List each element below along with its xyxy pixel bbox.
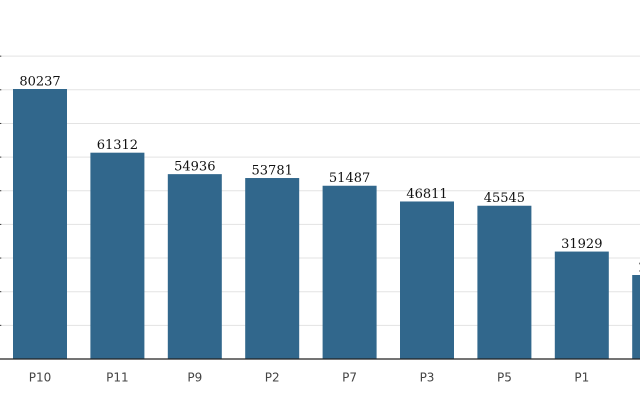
value-label: 80237: [19, 75, 60, 90]
bar: [90, 152, 145, 359]
value-label: 51487: [329, 171, 370, 186]
value-label: 54936: [174, 160, 215, 175]
bar: [400, 201, 454, 359]
x-tick-label: P5: [497, 371, 512, 385]
bar: [245, 178, 300, 359]
value-label: 46811: [406, 187, 447, 202]
bar: [322, 185, 377, 359]
x-tick-label: P2: [265, 371, 280, 385]
x-tick-label: P11: [106, 371, 129, 385]
bar: [13, 89, 67, 359]
x-tick-label: P9: [187, 371, 202, 385]
bar: [632, 275, 640, 359]
x-tick-label: P7: [342, 371, 357, 385]
bar: [167, 174, 222, 359]
value-label: 53781: [252, 164, 293, 179]
bar: [477, 205, 532, 359]
bar: [554, 251, 609, 359]
value-label: 31929: [561, 237, 602, 252]
x-tick-label: P10: [29, 371, 52, 385]
x-tick-label: P1: [574, 371, 589, 385]
value-label: 24960: [639, 261, 640, 276]
value-label: 45545: [484, 191, 525, 206]
value-label: 61312: [97, 138, 138, 153]
x-tick-label: P3: [420, 371, 435, 385]
